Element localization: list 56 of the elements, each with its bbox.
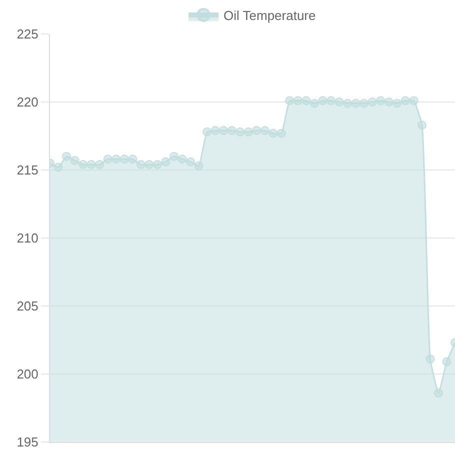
point (285, 96, 294, 106)
point (318, 96, 328, 106)
point (161, 157, 170, 166)
y-tick-label: 195 (16, 434, 38, 450)
point (310, 98, 319, 108)
point (62, 152, 72, 161)
point (426, 354, 435, 364)
point (409, 96, 418, 106)
point (136, 160, 146, 170)
point (343, 98, 352, 108)
point (293, 96, 302, 106)
y-tick-label: 220 (16, 94, 38, 110)
point (186, 157, 196, 166)
point (103, 154, 112, 164)
point (210, 126, 220, 136)
y-tick-label: 200 (16, 366, 38, 382)
point (442, 357, 452, 366)
point (400, 96, 410, 106)
point (376, 96, 386, 106)
point (334, 98, 344, 106)
point (368, 98, 377, 106)
point (144, 160, 154, 170)
point (86, 160, 96, 170)
point (227, 126, 236, 136)
point (54, 162, 63, 172)
point (302, 96, 311, 106)
y-tick-label: 225 (16, 26, 38, 42)
point (112, 154, 121, 164)
point (384, 98, 394, 106)
point (326, 96, 336, 106)
point (152, 160, 162, 170)
y-tick-label: 210 (16, 230, 38, 246)
point (202, 127, 212, 136)
point (360, 98, 369, 108)
y-tick-label: 205 (16, 298, 38, 314)
point (219, 126, 228, 136)
point (252, 126, 262, 136)
point (417, 120, 426, 130)
point (434, 388, 443, 398)
point (236, 127, 245, 136)
point (120, 154, 129, 164)
y-tick-label: 215 (16, 162, 38, 178)
point (95, 160, 104, 170)
point (169, 152, 178, 161)
point (276, 128, 286, 138)
point (70, 156, 80, 165)
point (128, 154, 138, 164)
legend-label: Oil Temperature (224, 8, 316, 24)
point (260, 126, 270, 136)
point (178, 154, 187, 164)
point (244, 127, 253, 136)
point (194, 161, 204, 170)
point (392, 98, 402, 108)
point (351, 98, 360, 108)
point (78, 160, 88, 170)
point (268, 128, 278, 138)
